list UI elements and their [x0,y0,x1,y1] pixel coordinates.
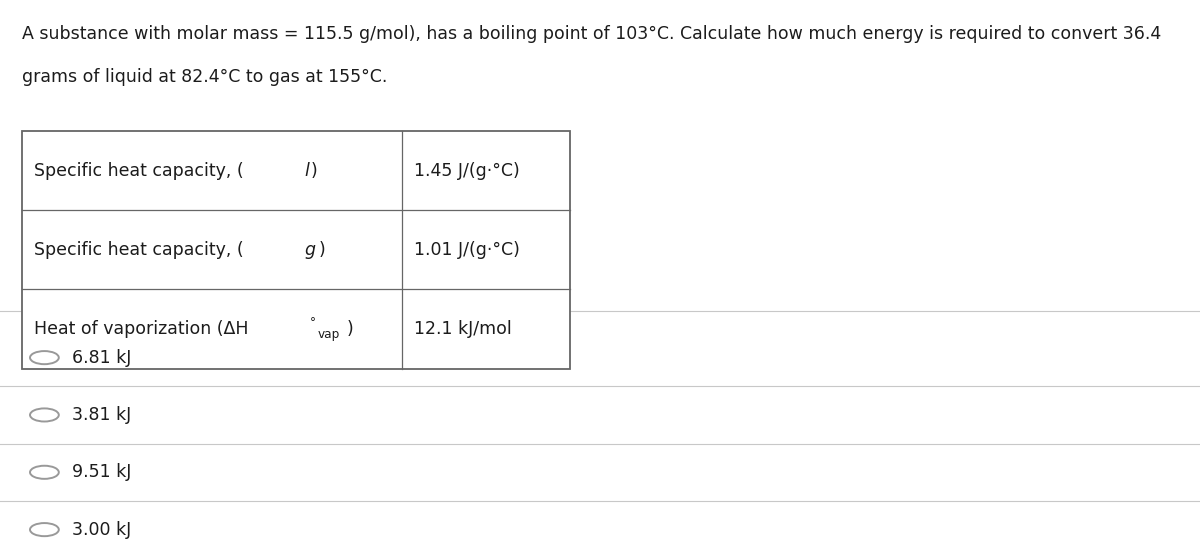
Text: l: l [304,162,308,180]
Text: 3.00 kJ: 3.00 kJ [72,521,131,538]
Text: ): ) [347,320,354,338]
Text: 1.01 J/(g·°C): 1.01 J/(g·°C) [414,241,520,259]
Text: 9.51 kJ: 9.51 kJ [72,464,131,481]
Text: Heat of vaporization (ΔH: Heat of vaporization (ΔH [34,320,248,338]
Text: g: g [304,241,316,259]
Bar [22,131,570,369]
Text: vap: vap [318,323,341,335]
Text: 3.81 kJ: 3.81 kJ [72,406,131,424]
Text: Specific heat capacity, (: Specific heat capacity, ( [34,241,244,259]
Text: 6.81 kJ: 6.81 kJ [72,349,131,366]
Text: A substance with molar mass = 115.5 g/mol), has a boiling point of 103°C. Calcul: A substance with molar mass = 115.5 g/mo… [22,25,1160,43]
Text: 12.1 kJ/mol: 12.1 kJ/mol [414,320,511,338]
Text: vap: vap [318,328,341,341]
Text: ): ) [318,241,325,259]
Text: grams of liquid at 82.4°C to gas at 155°C.: grams of liquid at 82.4°C to gas at 155°… [22,68,386,86]
Text: ): ) [311,162,317,180]
Text: Specific heat capacity, (: Specific heat capacity, ( [34,162,244,180]
Text: °: ° [311,316,317,329]
Text: °: ° [311,323,317,335]
Text: 1.45 J/(g·°C): 1.45 J/(g·°C) [414,162,520,180]
